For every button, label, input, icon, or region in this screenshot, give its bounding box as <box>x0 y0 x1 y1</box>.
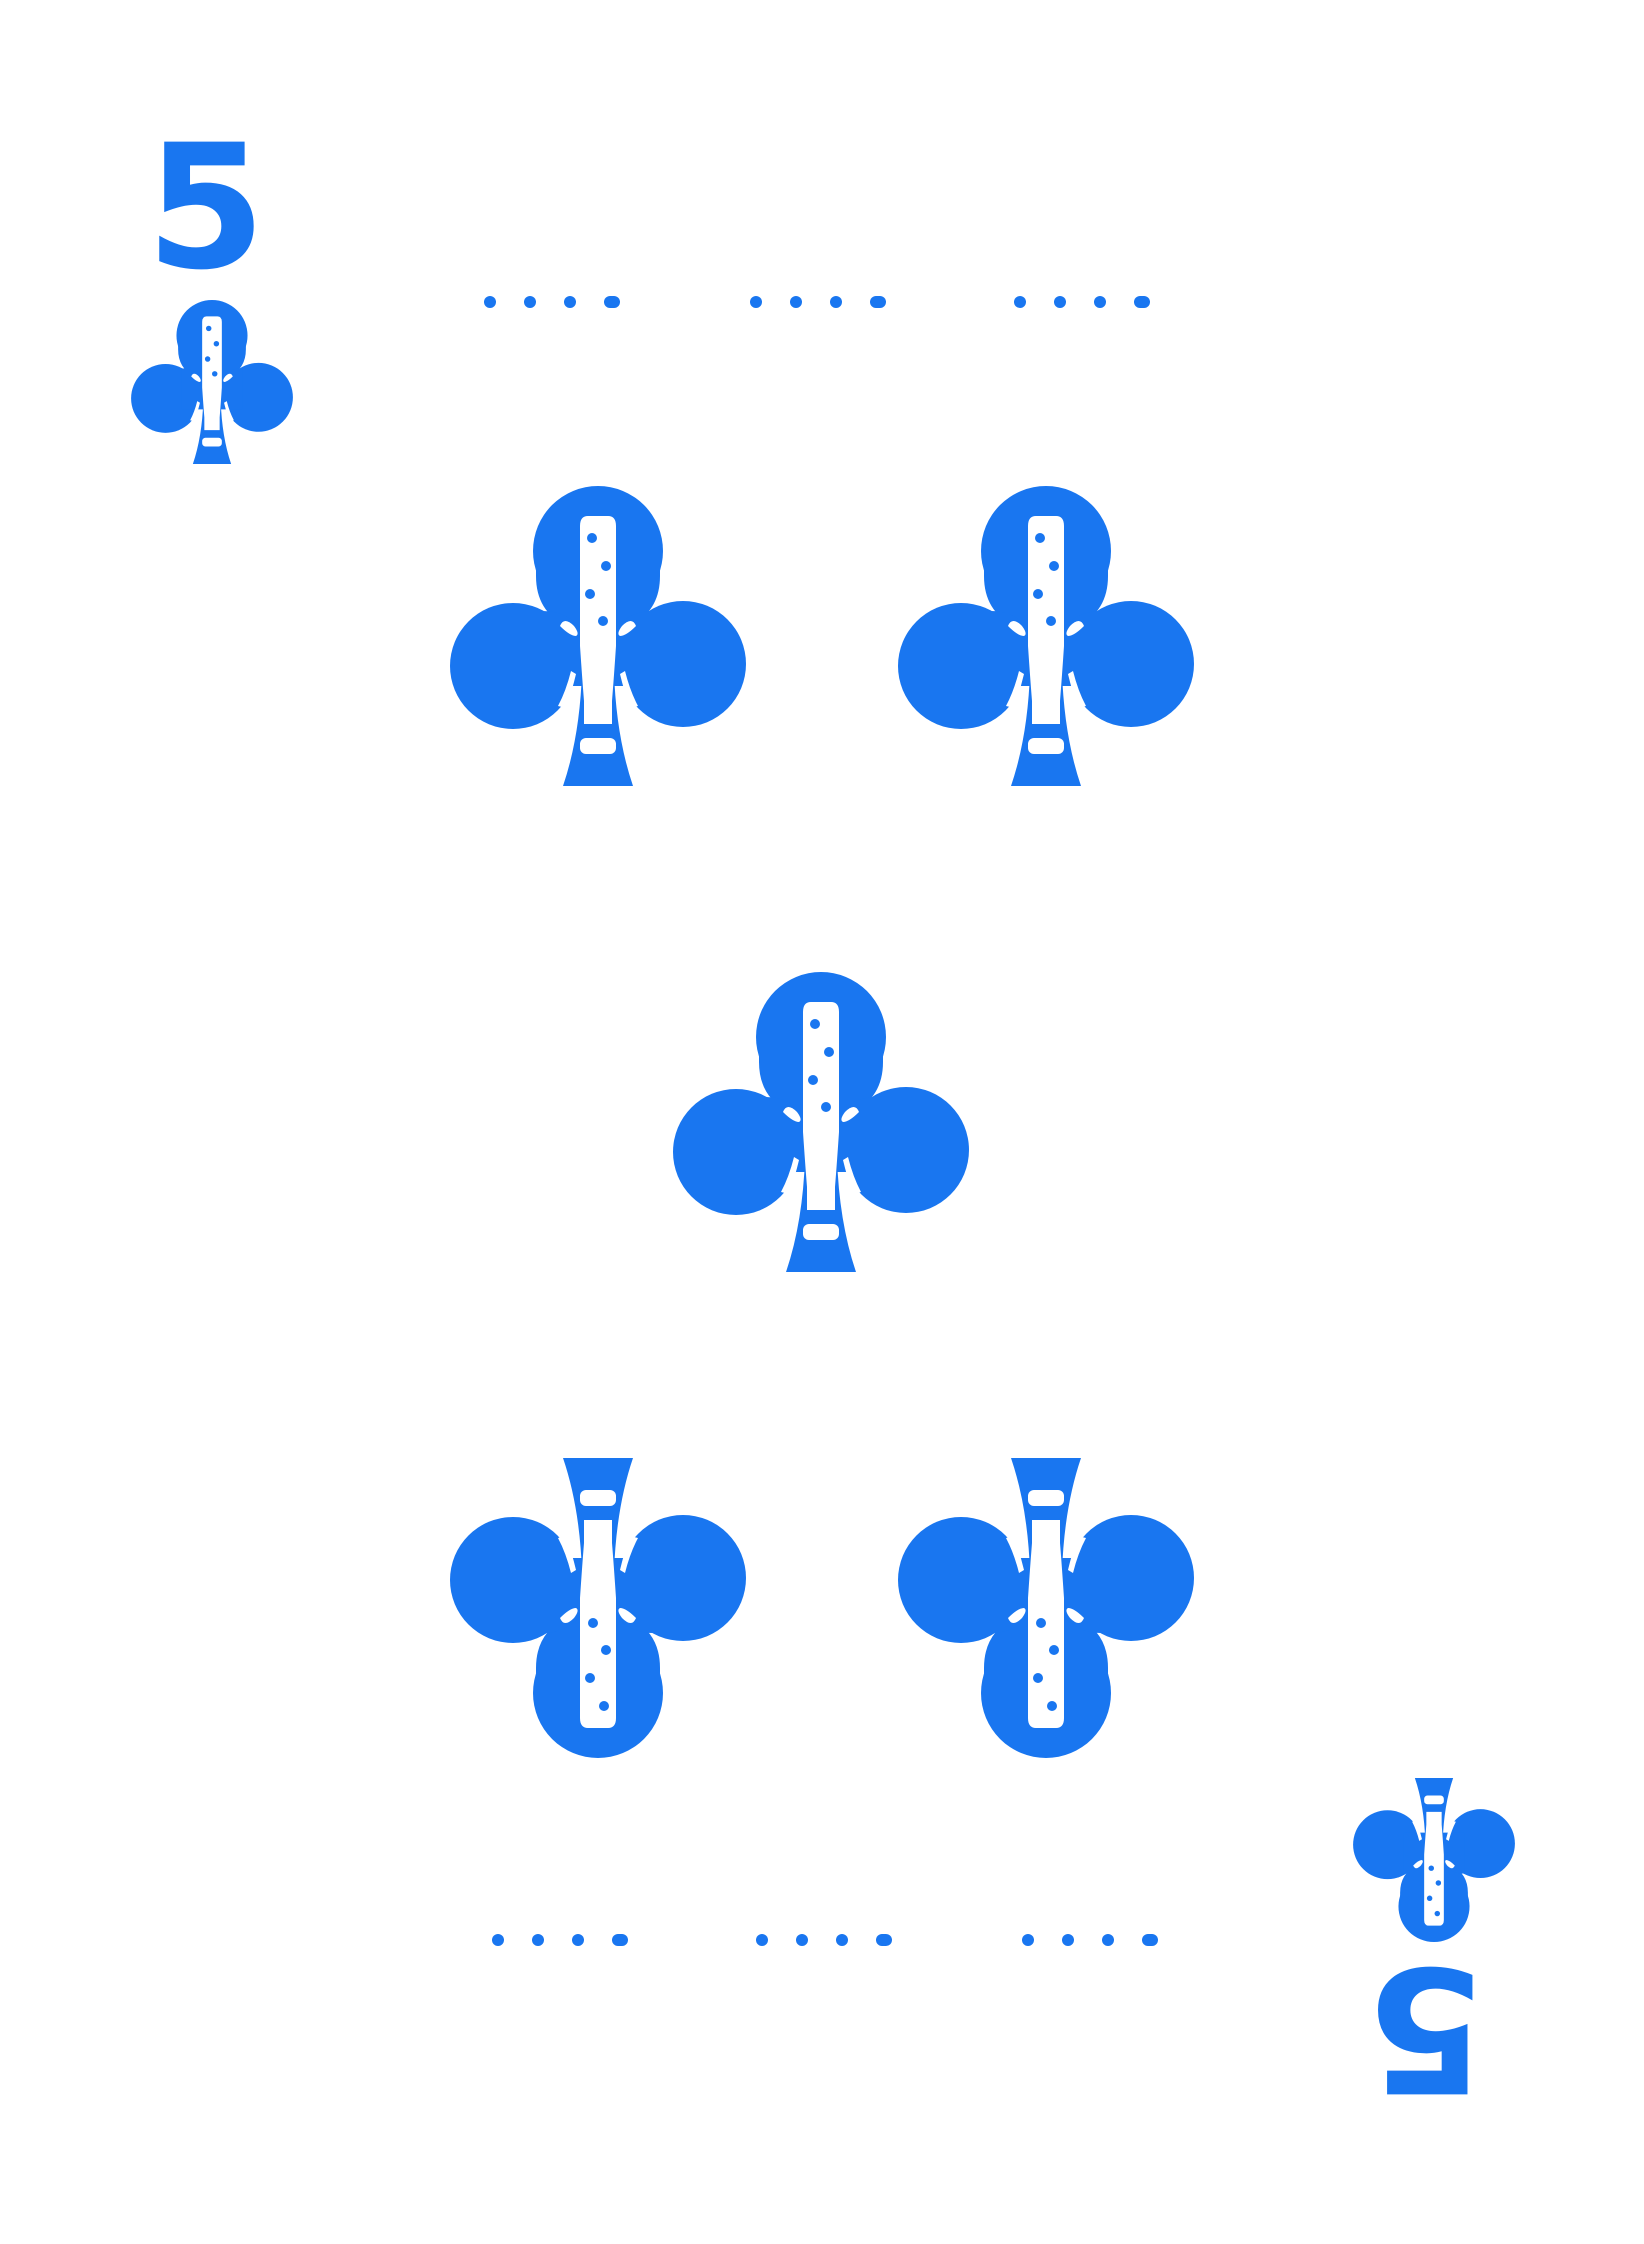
corner-club-icon-top <box>128 300 296 464</box>
rank-index-top: 5 <box>146 107 266 308</box>
dot-row-bottom-right <box>1022 1930 1162 1950</box>
rank-index-bottom: 5 <box>1366 1928 1486 2129</box>
corner-club-icon-bottom <box>1350 1778 1518 1942</box>
dot-row-bottom-center <box>756 1930 896 1950</box>
club-pip-top-right <box>896 486 1196 786</box>
club-pip-top-left <box>448 486 748 786</box>
dot-row-top-left <box>484 292 624 312</box>
club-pip-center <box>671 972 971 1272</box>
club-pip-bottom-left <box>448 1458 748 1758</box>
dot-row-top-center <box>750 292 890 312</box>
dot-row-bottom-left <box>492 1930 632 1950</box>
club-pip-bottom-right <box>896 1458 1196 1758</box>
dot-row-top-right <box>1014 292 1154 312</box>
